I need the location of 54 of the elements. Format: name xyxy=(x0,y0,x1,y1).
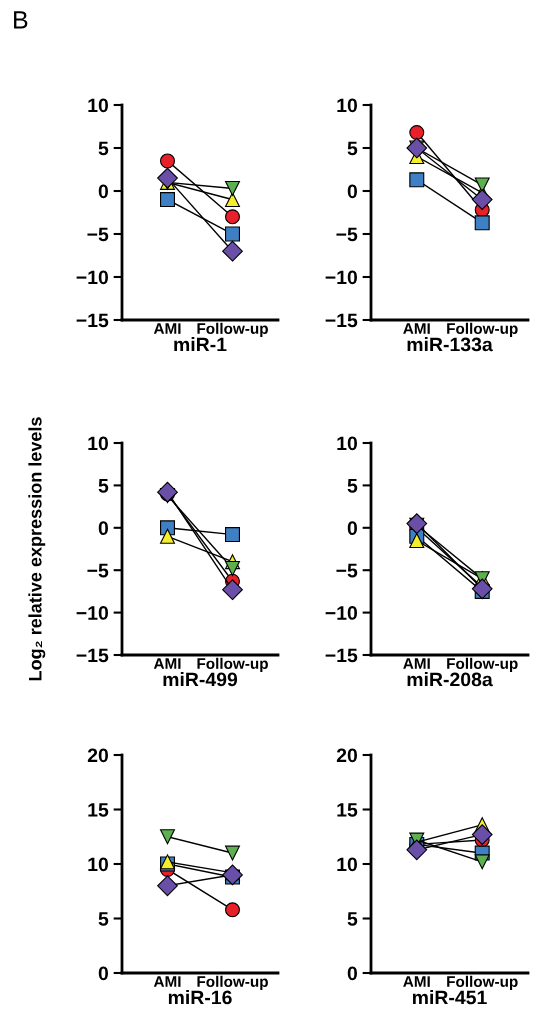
y-tick-label: −10 xyxy=(325,606,358,620)
x-tick-label: Follow-up xyxy=(197,975,268,991)
x-tick-label: Follow-up xyxy=(447,322,518,338)
y-axis-title: Log₂ relative expression levels xyxy=(28,417,46,681)
y-tick-label: −10 xyxy=(325,270,358,285)
y-tick-label: 10 xyxy=(88,436,109,451)
x-axis-title: miR-451 xyxy=(412,990,487,1005)
y-tick-label: −10 xyxy=(76,606,109,620)
y-tick-label: −15 xyxy=(325,313,358,328)
x-tick-label: AMI xyxy=(153,976,181,987)
y-tick-label: 5 xyxy=(98,141,109,156)
y-tick-label: −15 xyxy=(76,648,109,663)
y-tick-label: −5 xyxy=(87,227,109,242)
y-tick-label: 0 xyxy=(347,184,358,199)
y-tick-label: 5 xyxy=(347,912,358,926)
y-tick-label: 5 xyxy=(347,479,358,493)
y-tick-label: −10 xyxy=(76,270,109,285)
x-tick-label: Follow-up xyxy=(197,322,268,338)
y-tick-label: 10 xyxy=(337,436,358,451)
y-tick-label: −5 xyxy=(336,563,358,578)
x-tick-label: AMI xyxy=(153,323,181,334)
y-tick-label: 5 xyxy=(98,479,109,493)
x-tick-label: Follow-up xyxy=(447,975,518,991)
x-axis-title: miR-499 xyxy=(163,672,238,687)
x-tick-label: Follow-up xyxy=(447,657,518,673)
y-tick-label: 20 xyxy=(87,748,109,763)
y-tick-label: 0 xyxy=(98,521,109,536)
x-tick-label: AMI xyxy=(403,976,430,987)
x-axis-title: miR-208a xyxy=(407,672,493,687)
y-tick-label: −15 xyxy=(76,313,109,328)
y-tick-label: −5 xyxy=(336,227,358,242)
y-tick-label: 20 xyxy=(336,748,358,763)
y-tick-label: 0 xyxy=(347,521,358,536)
y-tick-label: 10 xyxy=(337,857,358,872)
y-tick-label: −5 xyxy=(87,563,109,578)
y-tick-label: 15 xyxy=(337,803,358,817)
y-tick-label: 10 xyxy=(88,98,109,113)
y-tick-label: 0 xyxy=(98,966,109,981)
y-tick-label: 10 xyxy=(88,857,109,872)
y-tick-label: −15 xyxy=(325,648,358,663)
x-axis-title: miR-133a xyxy=(407,337,493,352)
x-axis-title: miR-16 xyxy=(168,990,232,1005)
x-axis-title: miR-1 xyxy=(174,337,227,352)
y-tick-label: 5 xyxy=(98,912,109,926)
x-tick-label: AMI xyxy=(153,658,181,669)
x-tick-label: AMI xyxy=(403,323,430,334)
y-tick-label: 10 xyxy=(337,98,358,113)
y-tick-label: 0 xyxy=(347,966,358,981)
y-tick-label: 15 xyxy=(88,803,109,817)
y-tick-label: 5 xyxy=(347,141,358,156)
x-tick-label: AMI xyxy=(403,658,430,669)
x-tick-label: Follow-up xyxy=(197,657,268,673)
y-tick-label: 0 xyxy=(98,184,109,199)
text: B xyxy=(14,11,28,29)
